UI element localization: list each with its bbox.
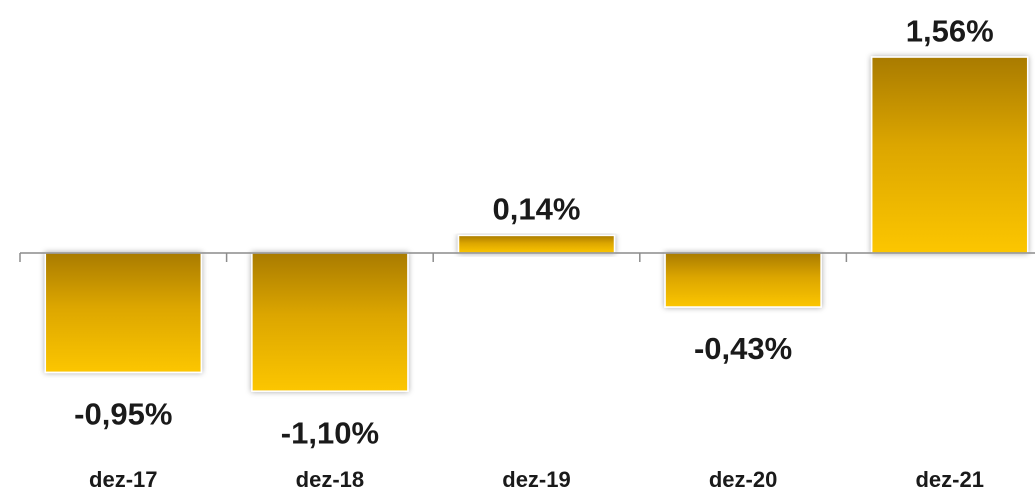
x-tick-label: dez-21 xyxy=(915,467,983,492)
x-tick-label: dez-17 xyxy=(89,467,157,492)
value-label: 1,56% xyxy=(906,13,994,48)
x-tick-label: dez-19 xyxy=(502,467,570,492)
bar xyxy=(870,56,1029,254)
value-label: -0,43% xyxy=(694,331,792,366)
x-tick-label: dez-20 xyxy=(709,467,777,492)
value-label: -0,95% xyxy=(74,397,172,432)
bar xyxy=(457,234,616,254)
bar xyxy=(664,252,822,308)
bar xyxy=(251,252,409,392)
x-tick-label: dez-18 xyxy=(296,467,364,492)
bar xyxy=(44,252,203,374)
value-label: -1,10% xyxy=(281,415,379,450)
value-label: 0,14% xyxy=(493,192,581,227)
